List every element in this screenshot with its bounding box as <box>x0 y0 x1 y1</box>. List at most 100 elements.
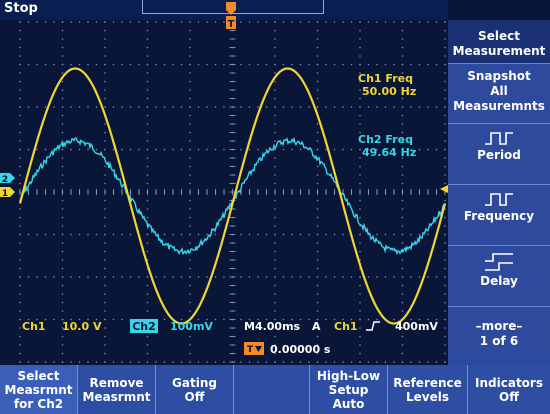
grid-dot <box>384 21 387 23</box>
grid-dot <box>146 157 149 159</box>
grid-dot <box>146 335 149 338</box>
select-measurement-ch2-button[interactable]: Select Measrmnt for Ch2 <box>0 365 78 414</box>
grid-dot <box>95 148 98 151</box>
grid-dot <box>104 140 106 142</box>
grid-dot <box>240 276 242 278</box>
grid-dot <box>104 55 106 57</box>
grid-dot <box>146 38 149 40</box>
grid-dot <box>274 293 276 295</box>
grid-dot <box>129 233 132 236</box>
grid-dot <box>240 318 242 321</box>
grid-dot <box>146 216 149 219</box>
grid-dot <box>19 225 21 227</box>
grid-dot <box>189 148 191 151</box>
grid-dot <box>291 106 293 108</box>
grid-dot <box>376 361 378 363</box>
grid-dot <box>19 352 21 355</box>
grid-dot <box>19 29 21 32</box>
grid-dot <box>146 301 149 304</box>
grid-dot <box>61 225 64 227</box>
grid-dot <box>223 361 225 363</box>
grid-dot <box>104 38 106 40</box>
grid-dot <box>104 46 106 49</box>
delay-button[interactable]: Delay <box>448 245 550 306</box>
frequency-label: Frequency <box>463 209 535 223</box>
grid-dot <box>248 318 251 321</box>
grid-dot <box>189 301 191 304</box>
grid-dot <box>367 361 370 363</box>
grid-dot <box>189 361 191 363</box>
grid-dot <box>359 131 361 134</box>
period-button[interactable]: Period <box>448 123 550 184</box>
grid-dot <box>435 148 438 151</box>
grid-dot <box>214 233 217 236</box>
grid-dot <box>274 140 276 142</box>
grid-dot <box>104 284 106 287</box>
grid-dot <box>146 63 149 66</box>
gating-button[interactable]: Gating Off <box>156 365 234 414</box>
grid-dot <box>53 361 55 363</box>
grid-dot <box>121 233 123 236</box>
grid-dot <box>197 148 200 151</box>
grid-dot <box>444 123 446 125</box>
grid-dot <box>308 318 310 321</box>
grid-dot <box>104 267 106 270</box>
grid-dot <box>189 259 191 261</box>
grid-dot <box>27 318 30 321</box>
grid-dot <box>61 216 64 219</box>
grid-dot <box>359 361 361 363</box>
grid-dot <box>401 106 404 108</box>
grid-dot <box>350 21 353 23</box>
grid-dot <box>27 21 30 23</box>
grid-dot <box>282 148 285 151</box>
grid-dot <box>189 38 191 40</box>
ch1-freq-label: Ch1 Freq <box>358 72 413 85</box>
grid-dot <box>410 148 412 151</box>
grid-dot <box>70 63 72 66</box>
ch2-name: Ch2 <box>132 320 156 333</box>
grid-dot <box>163 318 166 321</box>
grid-dot <box>189 21 191 23</box>
trigger-mode: A <box>312 320 321 333</box>
remove-measurement-button[interactable]: Remove Measrmnt <box>78 365 156 414</box>
grid-dot <box>189 225 191 227</box>
frequency-button[interactable]: Frequency <box>448 184 550 245</box>
grid-dot <box>410 233 412 236</box>
grid-dot <box>163 276 166 278</box>
high-low-setup-button[interactable]: High-Low Setup Auto <box>310 365 388 414</box>
grid-dot <box>333 233 336 236</box>
more-button[interactable]: –more– 1 of 6 <box>448 306 550 365</box>
grid-dot <box>189 276 191 278</box>
grid-dot <box>274 276 276 278</box>
delay-icon <box>485 253 513 271</box>
grid-dot <box>444 97 446 100</box>
snapshot-all-button[interactable]: Snapshot All Measuremnts <box>448 63 550 123</box>
indicators-button[interactable]: Indicators Off <box>468 365 550 414</box>
graticule <box>19 21 446 363</box>
grid-dot <box>112 233 115 236</box>
grid-dot <box>444 318 446 321</box>
grid-dot <box>401 140 404 142</box>
grid-dot <box>308 233 310 236</box>
grid-dot <box>342 318 344 321</box>
grid-dot <box>316 106 319 108</box>
grid-dot <box>325 106 327 108</box>
grid-dot <box>316 72 319 74</box>
grid-dot <box>282 233 285 236</box>
reference-levels-button[interactable]: Reference Levels <box>388 365 468 414</box>
trigger-level: 400mV <box>395 320 438 333</box>
grid-dot <box>206 148 208 151</box>
grid-dot <box>444 38 446 40</box>
grid-dot <box>316 80 319 83</box>
blank-bottom-button[interactable] <box>234 365 310 414</box>
grid-dot <box>427 318 429 321</box>
grid-dot <box>61 106 64 108</box>
grid-dot <box>316 310 319 312</box>
grid-dot <box>19 21 21 23</box>
grid-dot <box>189 29 191 32</box>
grid-dot <box>27 63 30 66</box>
grid-dot <box>104 276 106 278</box>
grid-dot <box>104 259 106 261</box>
grid-dot <box>163 63 166 66</box>
grid-dot <box>61 89 64 91</box>
